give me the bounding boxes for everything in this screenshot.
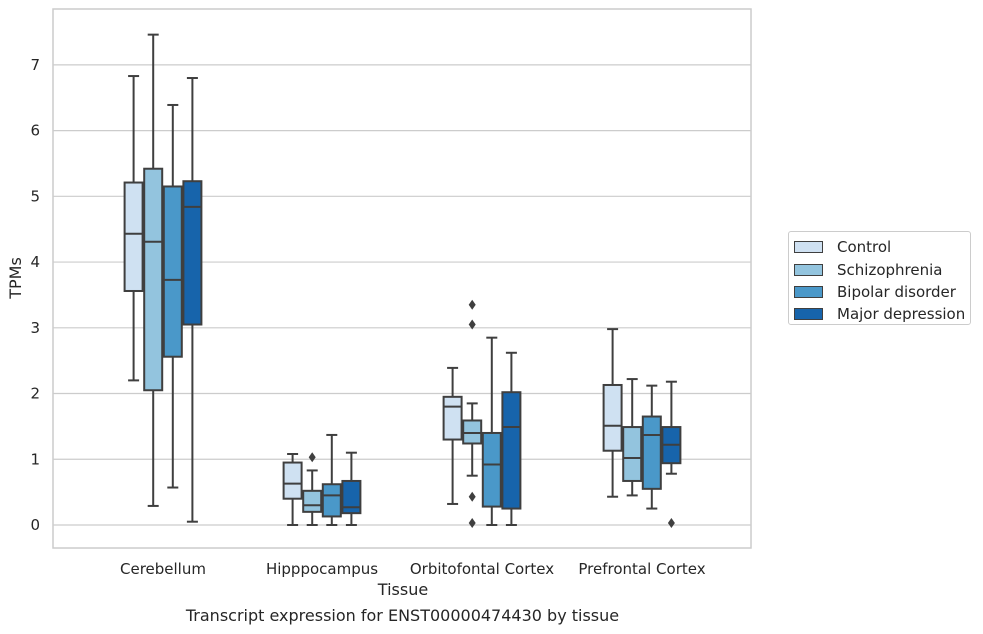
iqr-box xyxy=(442,395,463,441)
outlier-point xyxy=(308,452,316,463)
legend-swatch xyxy=(794,241,823,254)
outlier-point xyxy=(468,299,476,310)
x-axis-label: Tissue xyxy=(377,580,428,599)
legend: Control Schizophrenia Bipolar disorder Majo… xyxy=(788,231,971,325)
iqr-box xyxy=(622,426,643,482)
x-tick-label: Hipppocampus xyxy=(266,560,378,578)
iqr-box xyxy=(302,489,323,513)
box-1-0 xyxy=(143,33,164,507)
box-3-0 xyxy=(182,77,203,523)
box-3-2 xyxy=(501,351,522,526)
y-tick-label: 1 xyxy=(30,450,40,468)
box-2-3 xyxy=(641,384,662,510)
y-tick-label: 0 xyxy=(30,516,40,534)
iqr-box xyxy=(321,483,342,518)
y-tick-label: 5 xyxy=(30,187,40,205)
box-0-0 xyxy=(123,75,144,382)
box-2-0 xyxy=(162,103,183,489)
x-tick-label: Prefrontal Cortex xyxy=(578,560,705,578)
iqr-box xyxy=(182,180,203,326)
box-1-1 xyxy=(302,452,323,526)
boxes xyxy=(123,33,682,529)
legend-item: Control xyxy=(793,236,970,258)
figure-caption: Transcript expression for ENST0000047443… xyxy=(185,606,620,625)
y-tick-labels: 0 1 2 3 4 5 6 7 xyxy=(30,56,40,534)
box-2-1 xyxy=(321,433,342,526)
outlier-point xyxy=(468,319,476,330)
legend-label: Schizophrenia xyxy=(837,260,943,279)
y-tick-label: 2 xyxy=(30,385,40,403)
x-tick-label: Cerebellum xyxy=(120,560,206,578)
y-axis-label: TPMs xyxy=(6,257,25,300)
legend-item: Bipolar disorder xyxy=(793,281,970,303)
y-tick-label: 3 xyxy=(30,319,40,337)
legend-label: Bipolar disorder xyxy=(837,282,956,301)
box-0-1 xyxy=(282,453,303,526)
x-tick-label: Orbitofontal Cortex xyxy=(410,560,554,578)
iqr-box xyxy=(162,185,183,358)
x-tick-labels: Cerebellum Hipppocampus Orbitofontal Corte… xyxy=(120,560,706,578)
box-1-3 xyxy=(622,378,643,497)
box-1-2 xyxy=(462,299,483,529)
box-0-3 xyxy=(602,328,623,498)
box-3-3 xyxy=(661,380,682,529)
box-2-2 xyxy=(481,336,502,526)
legend-label: Control xyxy=(837,238,892,257)
iqr-box xyxy=(481,431,502,508)
outlier-point xyxy=(667,518,675,529)
legend-label: Major depression xyxy=(837,305,966,324)
iqr-box xyxy=(501,391,522,510)
outlier-point xyxy=(468,518,476,529)
iqr-box xyxy=(282,461,303,500)
box-3-1 xyxy=(341,451,362,526)
iqr-box xyxy=(123,181,144,292)
iqr-box xyxy=(602,383,623,452)
y-tick-label: 6 xyxy=(30,122,40,140)
legend-swatch xyxy=(794,285,823,298)
iqr-box xyxy=(641,415,662,490)
outlier-point xyxy=(468,491,476,502)
legend-item: Major depression xyxy=(793,303,970,325)
box-0-2 xyxy=(442,366,463,505)
iqr-box xyxy=(341,479,362,515)
plot-area-frame xyxy=(52,8,752,549)
y-tick-label: 7 xyxy=(30,56,40,74)
y-tick-label: 4 xyxy=(30,253,40,271)
legend-item: Schizophrenia xyxy=(793,258,970,280)
legend-swatch xyxy=(794,308,823,321)
legend-swatch xyxy=(794,263,823,276)
iqr-box xyxy=(143,167,164,392)
